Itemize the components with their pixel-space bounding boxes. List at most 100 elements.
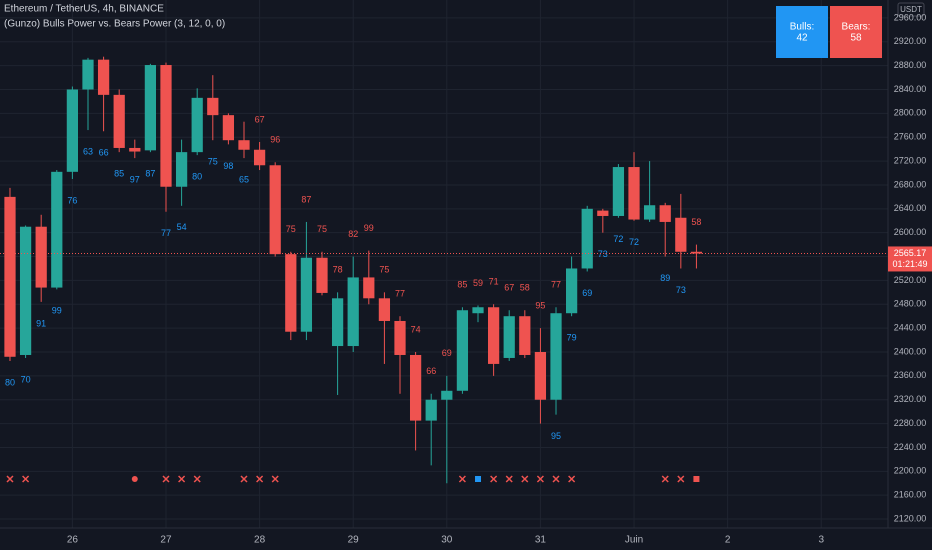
candle-body (4, 196, 16, 357)
candle-body (659, 205, 671, 222)
candle-body (675, 217, 687, 252)
y-tick-label: 2880.00 (894, 60, 927, 70)
candle-body (35, 226, 47, 288)
signal-cross (6, 475, 14, 483)
signal-cross (505, 475, 513, 483)
bear-power-label: 66 (426, 366, 436, 376)
bull-power-label: 63 (83, 146, 93, 156)
bears-box (830, 6, 882, 58)
last-price-box (888, 246, 932, 272)
candle-body (690, 251, 703, 254)
candle-body (644, 205, 656, 220)
countdown-label: 01:21:49 (892, 259, 927, 269)
candle-body (222, 115, 235, 141)
y-tick-label: 2480.00 (894, 299, 927, 309)
y-tick-label: 2680.00 (894, 179, 927, 189)
bull-power-label: 97 (130, 174, 140, 184)
bear-power-label: 75 (379, 265, 389, 275)
signal-cross (271, 475, 279, 483)
bear-power-label: 75 (317, 224, 327, 234)
candle-body (456, 310, 469, 391)
candle-body (550, 313, 562, 400)
signal-cross (240, 475, 248, 483)
bears-label: Bears: (842, 22, 871, 33)
candle-body (144, 65, 157, 151)
candle-body (487, 307, 500, 364)
candle-body (441, 390, 453, 400)
bear-power-label: 77 (551, 280, 561, 290)
y-tick-label: 2160.00 (894, 490, 927, 500)
signal-square (475, 476, 482, 482)
y-tick-label: 2600.00 (894, 227, 927, 237)
candle-body (363, 277, 375, 299)
candle-body (612, 167, 625, 216)
x-tick-label: 3 (818, 535, 824, 546)
y-tick-label: 2440.00 (894, 323, 927, 333)
y-tick-label: 2520.00 (894, 275, 927, 285)
bear-power-label: 71 (489, 277, 499, 287)
bear-power-label: 58 (691, 217, 701, 227)
candle-body (269, 165, 281, 255)
bear-power-label: 85 (457, 280, 467, 290)
candle-body (191, 97, 203, 153)
candle-body (519, 316, 531, 355)
bull-power-label: 79 (567, 333, 577, 343)
candle-body (472, 307, 484, 314)
bull-power-label: 85 (114, 169, 124, 179)
candle-body (238, 140, 250, 150)
bear-power-label: 78 (333, 265, 343, 275)
candle-body (628, 167, 640, 220)
candle-body (316, 257, 328, 293)
chart-title: Ethereum / TetherUS, 4h, BINANCE (4, 4, 164, 15)
candle-body (347, 277, 359, 347)
y-tick-label: 2760.00 (894, 132, 927, 142)
candle-body (503, 316, 515, 358)
y-tick-label: 2240.00 (894, 442, 927, 452)
signal-cross (536, 475, 544, 483)
y-tick-label: 2840.00 (894, 84, 927, 94)
candle-body (565, 268, 578, 314)
bull-power-label: 73 (598, 249, 608, 259)
signal-cross (178, 475, 186, 483)
bull-power-label: 76 (67, 195, 77, 205)
y-tick-label: 2280.00 (894, 418, 927, 428)
bear-power-label: 77 (395, 289, 405, 299)
bull-power-label: 54 (177, 222, 187, 232)
bull-power-label: 99 (52, 306, 62, 316)
bears-value: 58 (850, 33, 862, 44)
bull-power-label: 72 (629, 237, 639, 247)
y-tick-label: 2920.00 (894, 36, 927, 46)
y-tick-label: 2200.00 (894, 466, 927, 476)
candle-body (425, 399, 437, 421)
candle-body (129, 147, 141, 152)
currency: USDT (900, 5, 922, 14)
candle-body (19, 226, 32, 355)
candle-body (597, 210, 609, 216)
bear-power-label: 69 (442, 348, 452, 358)
signal-cross (568, 475, 576, 483)
bull-power-label: 91 (36, 318, 46, 328)
bull-power-label: 65 (239, 174, 249, 184)
y-tick-label: 2400.00 (894, 346, 927, 356)
bulls-value: 42 (796, 33, 808, 44)
currency-box (897, 2, 925, 17)
candle-body (160, 65, 172, 187)
bull-power-label: 98 (223, 161, 233, 171)
candle-body (97, 59, 110, 95)
signal-cross (193, 475, 201, 483)
bear-power-label: 96 (270, 135, 280, 145)
x-tick-label: 30 (441, 535, 453, 546)
candle-body (534, 352, 547, 400)
bear-power-label: 95 (535, 301, 545, 311)
signal-cross (677, 475, 685, 483)
bull-power-label: 80 (192, 171, 202, 181)
bulls-box (776, 6, 828, 58)
bear-power-label: 82 (348, 229, 358, 239)
x-tick-label: 29 (348, 535, 360, 546)
candle-body (300, 257, 313, 332)
bear-power-label: 67 (255, 114, 265, 124)
signal-cross (458, 475, 466, 483)
x-tick-label: 2 (725, 535, 731, 546)
signal-dot (131, 476, 138, 482)
